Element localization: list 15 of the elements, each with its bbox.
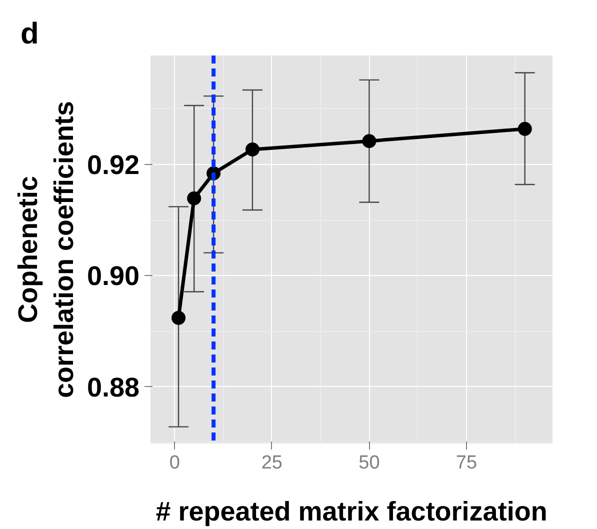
point bbox=[245, 142, 260, 156]
x-tick-label: 75 bbox=[456, 452, 478, 474]
point bbox=[362, 134, 376, 148]
x-tick-label: 25 bbox=[261, 452, 282, 474]
y-axis-title: Cophenetic correlation coefficients bbox=[12, 100, 79, 398]
y-tick-label: 0.92 bbox=[86, 150, 140, 180]
x-tick-label: 0 bbox=[169, 452, 180, 474]
point bbox=[172, 310, 186, 325]
point bbox=[187, 191, 202, 206]
x-tick-label: 50 bbox=[358, 452, 380, 474]
x-axis-title: # repeated matrix factorization bbox=[156, 496, 548, 526]
chart-title: d bbox=[20, 18, 39, 50]
y-tick-label: 0.90 bbox=[86, 261, 140, 292]
y-tick-label: 0.88 bbox=[86, 372, 140, 402]
point bbox=[518, 122, 532, 136]
